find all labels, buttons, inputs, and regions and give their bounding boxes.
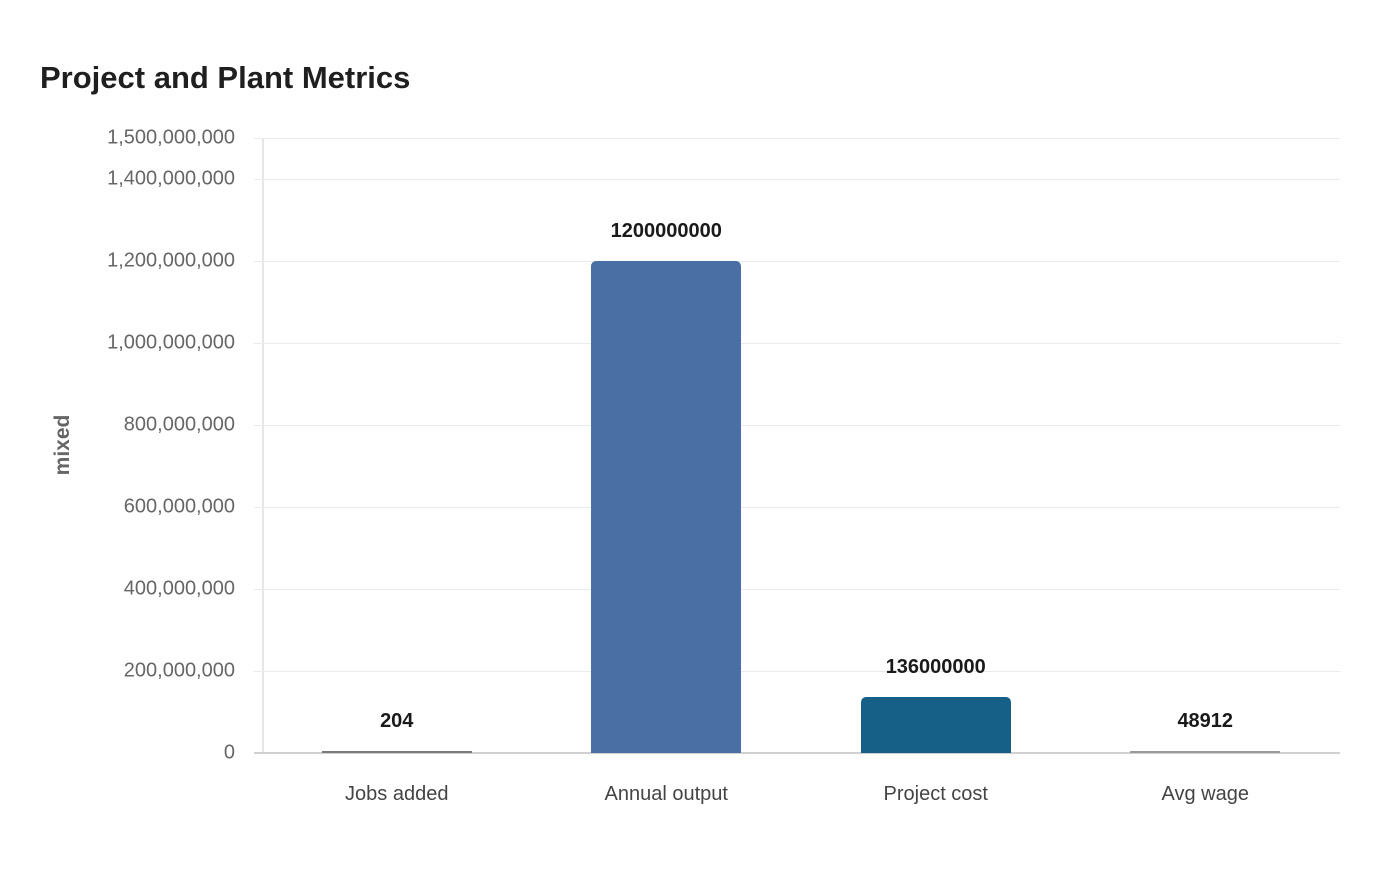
y-tick-label: 1,400,000,000 [107, 167, 235, 190]
bar[interactable] [860, 697, 1011, 753]
y-tick-label: 1,200,000,000 [107, 249, 235, 272]
bar-value-label: 48912 [1177, 710, 1234, 732]
gridline [254, 138, 1340, 139]
gridline [254, 671, 1340, 672]
bar-value-label: 136000000 [885, 656, 986, 679]
plot-area: 204 1200000000 136000000 48912 [254, 138, 1340, 754]
bar[interactable] [1130, 751, 1281, 753]
y-tick-label: 200,000,000 [123, 659, 235, 682]
bar-value-label: 1200000000 [610, 220, 722, 242]
x-tick-label: Avg wage [1161, 783, 1249, 805]
x-tick-label: Annual output [604, 783, 728, 805]
bar[interactable] [321, 751, 472, 753]
gridline [254, 343, 1340, 344]
gridline [254, 179, 1340, 180]
gridline [254, 589, 1340, 590]
x-axis-line [254, 752, 1340, 754]
gridline [254, 507, 1340, 508]
y-axis-label: mixed [51, 414, 74, 476]
y-tick-label: 1,000,000,000 [107, 331, 235, 354]
bar-value-label: 204 [380, 710, 414, 732]
x-tick-label: Jobs added [345, 783, 449, 805]
bar[interactable] [591, 261, 742, 753]
y-tick-label: 400,000,000 [123, 577, 235, 600]
y-tick-label: 600,000,000 [123, 495, 235, 518]
chart-title: Project and Plant Metrics [40, 60, 411, 95]
y-axis-line [262, 138, 264, 753]
y-tick-label: 800,000,000 [123, 413, 235, 436]
x-tick-label: Project cost [883, 783, 988, 805]
y-tick-label: 0 [223, 741, 235, 764]
gridline [254, 425, 1340, 426]
gridline [254, 261, 1340, 262]
y-tick-label: 1,500,000,000 [107, 126, 235, 149]
